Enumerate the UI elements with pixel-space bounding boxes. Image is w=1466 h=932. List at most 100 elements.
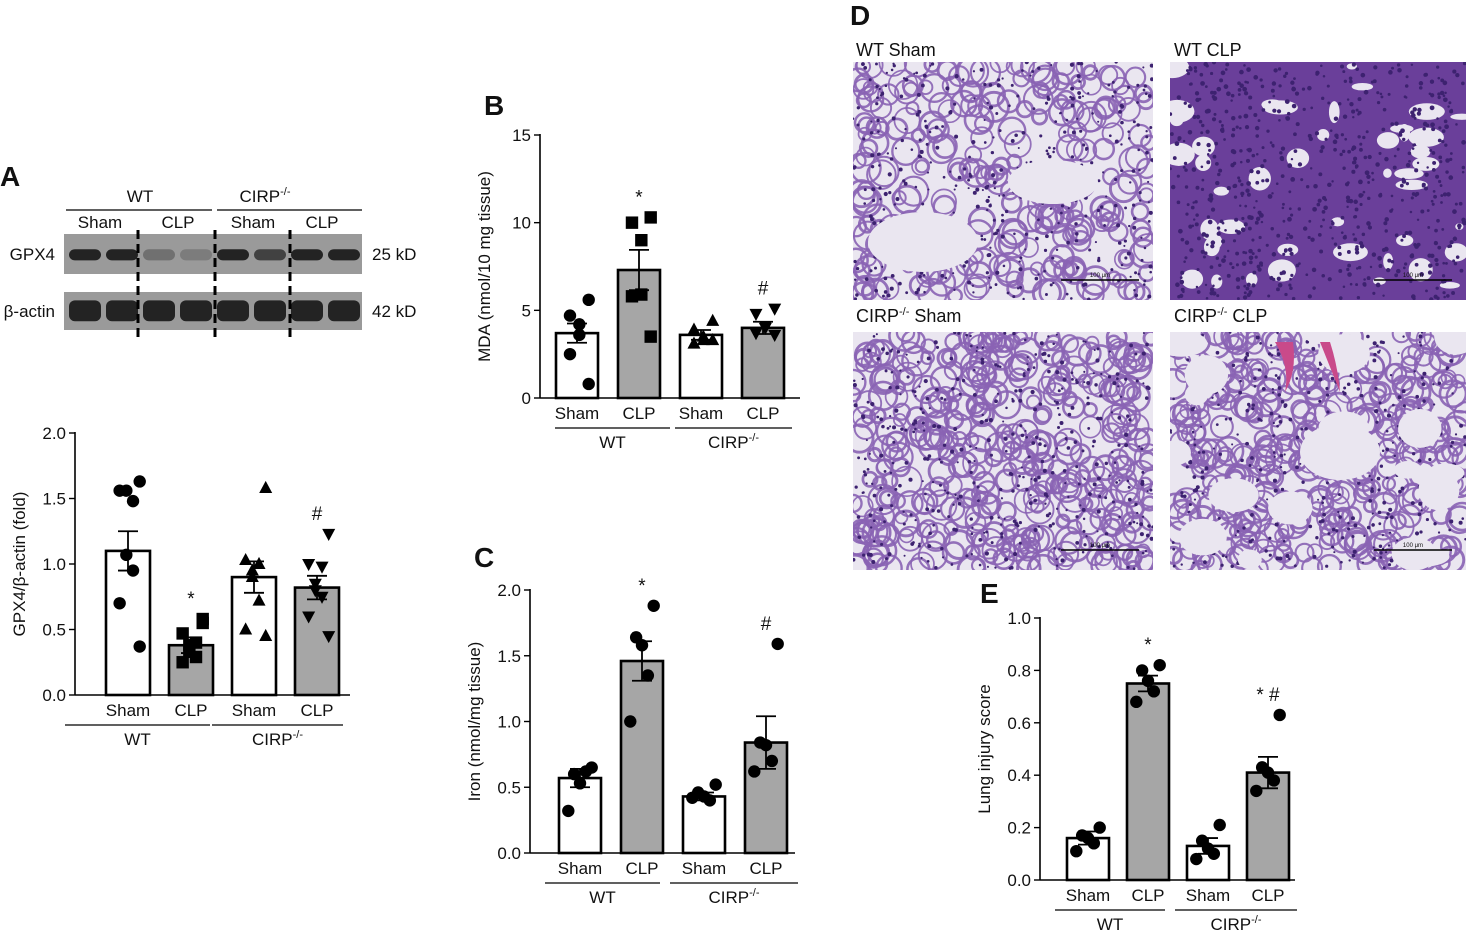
nucleus: [952, 503, 955, 506]
nucleus: [904, 127, 907, 131]
nucleus: [1396, 63, 1401, 67]
data-point: [126, 564, 140, 577]
alveolar-wall: [927, 390, 951, 413]
nucleus: [1351, 534, 1355, 538]
nucleus: [1245, 114, 1249, 118]
nucleus: [1026, 363, 1029, 366]
nucleus: [1438, 179, 1442, 184]
nucleus: [1000, 497, 1004, 500]
alveolar-wall: [1294, 542, 1315, 563]
y-tick-label: 2.0: [497, 581, 521, 600]
nucleus: [867, 348, 871, 353]
y-tick-label: 5: [522, 301, 531, 320]
nucleus: [1127, 136, 1131, 140]
nucleus: [1433, 294, 1438, 299]
nucleus: [1003, 436, 1008, 441]
nucleus: [967, 178, 971, 182]
nucleus: [1335, 136, 1339, 140]
nucleus: [1060, 204, 1065, 208]
nucleus: [1057, 221, 1060, 225]
nucleus: [1129, 343, 1134, 348]
nucleus: [1097, 179, 1101, 183]
alveolar-wall: [1405, 332, 1425, 342]
nucleus: [1006, 291, 1010, 295]
y-tick-label: 0.0: [497, 844, 521, 863]
data-point: [1153, 658, 1166, 672]
nucleus: [1033, 527, 1038, 532]
y-tick-label: 0.0: [1007, 871, 1031, 890]
nucleus: [1246, 181, 1252, 186]
nucleus: [940, 273, 945, 278]
nucleus: [1057, 389, 1061, 393]
data-point: [126, 494, 140, 508]
nucleus: [1357, 265, 1362, 270]
nucleus: [1420, 376, 1424, 380]
nucleus: [1082, 529, 1086, 533]
data-point: [624, 715, 637, 728]
nucleus: [1461, 139, 1466, 145]
nucleus: [1357, 481, 1361, 485]
nucleus: [853, 117, 855, 120]
data-point: [302, 559, 316, 572]
nucleus: [1236, 285, 1240, 290]
nucleus: [1326, 410, 1330, 414]
nucleus: [889, 415, 892, 418]
nucleus: [884, 84, 888, 88]
alveolar-wall: [1391, 332, 1412, 344]
nucleus: [1184, 256, 1188, 260]
nucleus: [1387, 258, 1392, 263]
nucleus: [1453, 261, 1458, 266]
nucleus: [1258, 213, 1262, 217]
nucleus: [1197, 236, 1201, 241]
alveolar-wall: [1061, 258, 1088, 285]
nucleus: [1191, 167, 1197, 172]
blot-band: [254, 300, 286, 322]
nucleus: [1192, 406, 1196, 410]
nucleus: [1096, 476, 1101, 481]
nucleus: [878, 186, 882, 190]
nucleus: [940, 396, 944, 400]
nucleus: [1308, 219, 1312, 223]
nucleus: [1201, 492, 1204, 495]
nucleus: [1392, 165, 1397, 170]
nucleus: [1013, 552, 1018, 557]
nucleus: [980, 234, 984, 238]
nucleus: [1039, 438, 1042, 441]
nucleus: [1085, 535, 1088, 538]
nucleus: [1318, 399, 1322, 403]
alveolar-wall: [1102, 357, 1123, 377]
nucleus: [1183, 494, 1187, 498]
nucleus: [1461, 165, 1466, 170]
nucleus: [1115, 377, 1119, 381]
nucleus: [1430, 199, 1434, 203]
data-point: [706, 333, 720, 346]
nucleus: [1029, 74, 1032, 77]
nucleus: [1422, 399, 1426, 403]
nucleus: [1411, 192, 1416, 196]
nucleus: [1257, 267, 1262, 272]
nucleus: [1102, 171, 1105, 174]
nucleus: [1213, 112, 1217, 116]
nucleus: [1237, 93, 1241, 96]
alveolar-wall: [885, 117, 909, 141]
nucleus: [893, 203, 897, 206]
alveolar-space: [1267, 259, 1296, 282]
nucleus: [879, 417, 884, 422]
data-point: [579, 765, 593, 778]
nucleus: [1060, 387, 1064, 390]
nucleus: [1040, 459, 1045, 464]
nucleus: [1045, 513, 1050, 518]
nucleus: [1274, 522, 1279, 527]
nucleus: [992, 218, 996, 222]
nucleus: [1076, 74, 1081, 79]
alveolar-wall: [963, 277, 988, 300]
nucleus: [1268, 553, 1272, 557]
nucleus: [976, 499, 980, 503]
nucleus: [857, 456, 861, 460]
data-point: [573, 318, 586, 331]
nucleus: [1267, 294, 1271, 298]
nucleus: [1150, 77, 1153, 82]
nucleus: [1356, 295, 1361, 300]
nucleus: [1377, 488, 1381, 492]
nucleus: [972, 70, 976, 73]
